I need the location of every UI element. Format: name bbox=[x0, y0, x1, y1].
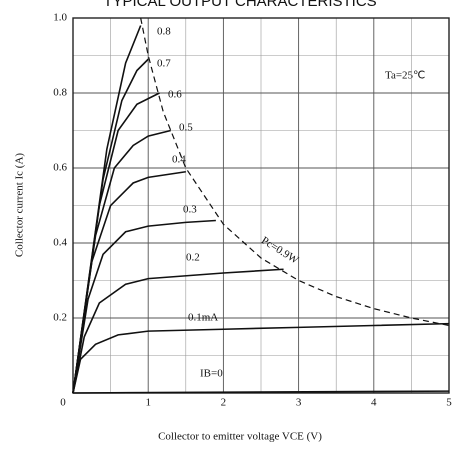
curve-label: 0.4 bbox=[172, 154, 186, 166]
curve-label: 0.1mA bbox=[188, 312, 218, 324]
plot-frame bbox=[72, 17, 450, 394]
curve-label: 0.2 bbox=[186, 252, 200, 264]
x-tick-label: 4 bbox=[371, 397, 377, 409]
x-tick-label: 3 bbox=[296, 397, 302, 409]
x-tick-label: 0 bbox=[60, 397, 66, 409]
characteristic-curve bbox=[72, 25, 142, 394]
characteristic-curve bbox=[72, 219, 216, 394]
curve-label: Pc=0.9W bbox=[259, 235, 301, 267]
annotation: Ta=25℃ bbox=[385, 70, 425, 82]
characteristic-curve bbox=[72, 129, 171, 394]
characteristic-curve bbox=[72, 322, 450, 394]
power-curve bbox=[140, 17, 450, 327]
y-tick-label: 1.0 bbox=[53, 12, 67, 24]
curve-label: 0.5 bbox=[179, 122, 193, 134]
x-tick-label: 5 bbox=[446, 397, 452, 409]
chart-title: TYPICAL OUTPUT CHARACTERISTICS bbox=[103, 0, 376, 10]
y-tick-label: 0.4 bbox=[53, 237, 67, 249]
characteristic-curve bbox=[72, 170, 186, 394]
y-tick-label: 0.8 bbox=[53, 87, 67, 99]
y-axis-label: Collector current Ic (A) bbox=[14, 153, 26, 257]
y-tick-label: 0.2 bbox=[53, 312, 67, 324]
curve-label: 0.3 bbox=[183, 204, 197, 216]
curve-label: IB=0 bbox=[200, 368, 223, 380]
curve-label: 0.6 bbox=[168, 89, 182, 101]
x-tick-label: 1 bbox=[145, 397, 151, 409]
x-axis-label: Collector to emitter voltage VCE (V) bbox=[158, 431, 322, 443]
characteristic-curve bbox=[72, 390, 450, 394]
curve-label: 0.7 bbox=[157, 58, 171, 70]
characteristic-curve bbox=[72, 268, 284, 394]
curve-label: 0.8 bbox=[157, 26, 171, 38]
x-tick-label: 2 bbox=[221, 397, 227, 409]
y-tick-label: 0.6 bbox=[53, 162, 67, 174]
